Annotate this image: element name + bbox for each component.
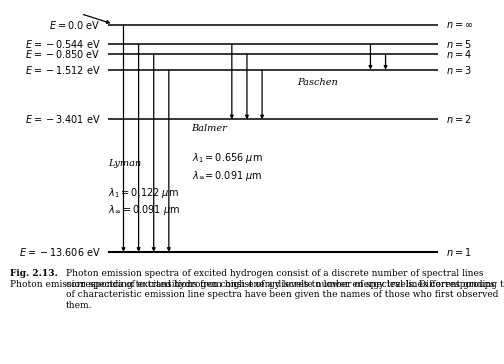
Text: $\mathit{n}=3$: $\mathit{n}=3$ xyxy=(446,64,472,76)
Text: Photon emission spectra of excited hydrogen consist of a discrete number of spec: Photon emission spectra of excited hydro… xyxy=(66,269,498,309)
Text: $\lambda_1=0.656\ \mu\mathrm{m}$: $\lambda_1=0.656\ \mu\mathrm{m}$ xyxy=(192,151,262,165)
Text: $\mathit{n}=2$: $\mathit{n}=2$ xyxy=(446,114,471,125)
Text: Photon emission spectra of excited hydrogen consist of a discrete number of spec: Photon emission spectra of excited hydro… xyxy=(10,269,504,289)
Text: Lyman: Lyman xyxy=(108,159,142,168)
Text: $\mathit{n}=\infty$: $\mathit{n}=\infty$ xyxy=(446,20,473,30)
Text: Balmer: Balmer xyxy=(192,124,227,133)
Text: $\mathit{E}=-0.544\ \mathrm{eV}$: $\mathit{E}=-0.544\ \mathrm{eV}$ xyxy=(25,38,101,50)
Text: $\lambda_\infty=0.091\ \mu\mathrm{m}$: $\lambda_\infty=0.091\ \mu\mathrm{m}$ xyxy=(108,203,180,217)
Text: Paschen: Paschen xyxy=(297,78,338,87)
Text: $\mathit{E}=0.0\ \mathrm{eV}$: $\mathit{E}=0.0\ \mathrm{eV}$ xyxy=(49,19,101,31)
Text: $\mathit{n}=4$: $\mathit{n}=4$ xyxy=(446,48,472,60)
Text: $\lambda_\infty\!=0.091\ \mu\mathrm{m}$: $\lambda_\infty\!=0.091\ \mu\mathrm{m}$ xyxy=(192,169,262,183)
Text: $\mathit{n}=5$: $\mathit{n}=5$ xyxy=(446,38,472,50)
Text: $\lambda_1=0.122\ \mu\mathrm{m}$: $\lambda_1=0.122\ \mu\mathrm{m}$ xyxy=(108,186,179,199)
Text: $\mathit{E}=-3.401\ \mathrm{eV}$: $\mathit{E}=-3.401\ \mathrm{eV}$ xyxy=(25,114,101,125)
Text: Fig. 2.13.: Fig. 2.13. xyxy=(10,269,61,278)
Text: $\mathit{n}=1$: $\mathit{n}=1$ xyxy=(446,246,471,258)
Text: $\mathit{E}=-0.850\ \mathrm{eV}$: $\mathit{E}=-0.850\ \mathrm{eV}$ xyxy=(25,48,101,60)
Text: $\mathit{E}=-1.512\ \mathrm{eV}$: $\mathit{E}=-1.512\ \mathrm{eV}$ xyxy=(25,64,101,76)
Text: $\mathit{E}=-13.606\ \mathrm{eV}$: $\mathit{E}=-13.606\ \mathrm{eV}$ xyxy=(19,246,101,258)
